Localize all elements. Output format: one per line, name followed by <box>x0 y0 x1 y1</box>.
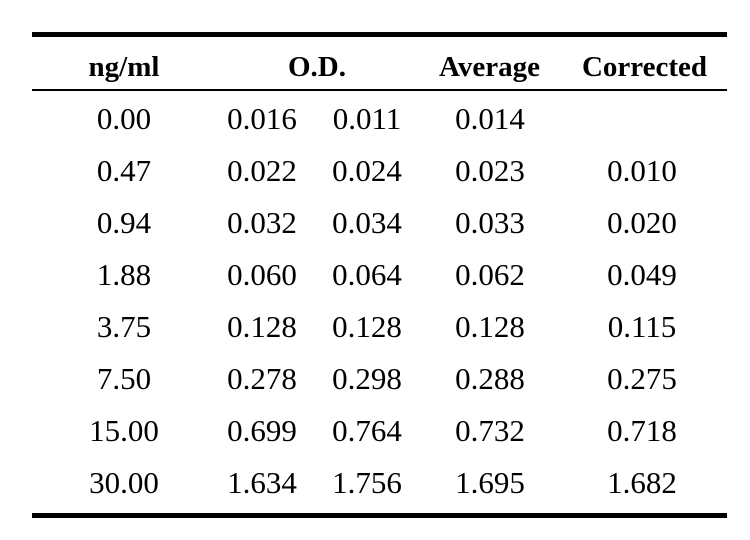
header-corrected: Corrected <box>581 51 708 83</box>
cell-od-1: 0.278 <box>227 361 297 396</box>
cell-od-1: 0.060 <box>227 257 297 292</box>
table-row: 7.50 0.278 0.298 0.288 0.275 <box>32 353 727 405</box>
cell-average: 0.062 <box>455 257 525 292</box>
cell-od-1: 0.016 <box>227 101 297 136</box>
cell-od-1: 0.128 <box>227 309 297 344</box>
cell-concentration: 1.88 <box>96 257 152 292</box>
cell-od-2: 0.128 <box>332 309 402 344</box>
cell-concentration: 30.00 <box>89 465 159 500</box>
table-header-rule <box>32 89 727 91</box>
cell-concentration: 15.00 <box>89 413 159 448</box>
cell-average: 0.033 <box>455 205 525 240</box>
cell-corrected: 0.718 <box>607 413 677 448</box>
table-row: 3.75 0.128 0.128 0.128 0.115 <box>32 301 727 353</box>
cell-corrected: 0.049 <box>607 257 677 292</box>
cell-od-1: 0.032 <box>227 205 297 240</box>
table-row: 1.88 0.060 0.064 0.062 0.049 <box>32 249 727 301</box>
cell-corrected: 0.010 <box>607 153 677 188</box>
cell-average: 0.288 <box>455 361 525 396</box>
cell-od-1: 0.699 <box>227 413 297 448</box>
cell-corrected: 0.020 <box>607 205 677 240</box>
cell-average: 0.014 <box>455 101 525 136</box>
cell-od-2: 0.298 <box>332 361 402 396</box>
table-bottom-rule <box>32 513 727 518</box>
table-top-rule <box>32 32 727 37</box>
table-row: 0.47 0.022 0.024 0.023 0.010 <box>32 145 727 197</box>
cell-od-2: 0.011 <box>332 101 402 136</box>
cell-corrected: 0.115 <box>607 309 677 344</box>
table-header-row: ng/ml O.D. Average Corrected <box>32 37 727 89</box>
cell-concentration: 7.50 <box>96 361 152 396</box>
cell-average: 0.128 <box>455 309 525 344</box>
cell-concentration: 3.75 <box>96 309 152 344</box>
cell-concentration: 0.00 <box>96 101 152 136</box>
cell-od-2: 0.034 <box>332 205 402 240</box>
cell-corrected: 1.682 <box>607 465 677 500</box>
header-od: O.D. <box>288 51 346 83</box>
cell-od-2: 0.064 <box>332 257 402 292</box>
cell-od-1: 0.022 <box>227 153 297 188</box>
cell-od-2: 0.024 <box>332 153 402 188</box>
cell-od-2: 0.764 <box>332 413 402 448</box>
cell-od-2: 1.756 <box>332 465 402 500</box>
header-average: Average <box>439 51 540 83</box>
cell-od-1: 1.634 <box>227 465 297 500</box>
table-row: 0.94 0.032 0.034 0.033 0.020 <box>32 197 727 249</box>
table-row: 30.00 1.634 1.756 1.695 1.682 <box>32 457 727 509</box>
table-row: 15.00 0.699 0.764 0.732 0.718 <box>32 405 727 457</box>
header-concentration: ng/ml <box>88 51 160 83</box>
cell-average: 0.732 <box>455 413 525 448</box>
cell-corrected: 0.275 <box>607 361 677 396</box>
table-row: 0.00 0.016 0.011 0.014 <box>32 93 727 145</box>
table-body: 0.00 0.016 0.011 0.014 0.47 0.022 0.024 … <box>32 91 727 513</box>
cell-concentration: 0.94 <box>96 205 152 240</box>
standard-curve-table: ng/ml O.D. Average Corrected 0.00 0.016 … <box>32 32 727 518</box>
cell-average: 1.695 <box>455 465 525 500</box>
cell-concentration: 0.47 <box>96 153 152 188</box>
cell-corrected <box>587 93 697 145</box>
cell-average: 0.023 <box>455 153 525 188</box>
